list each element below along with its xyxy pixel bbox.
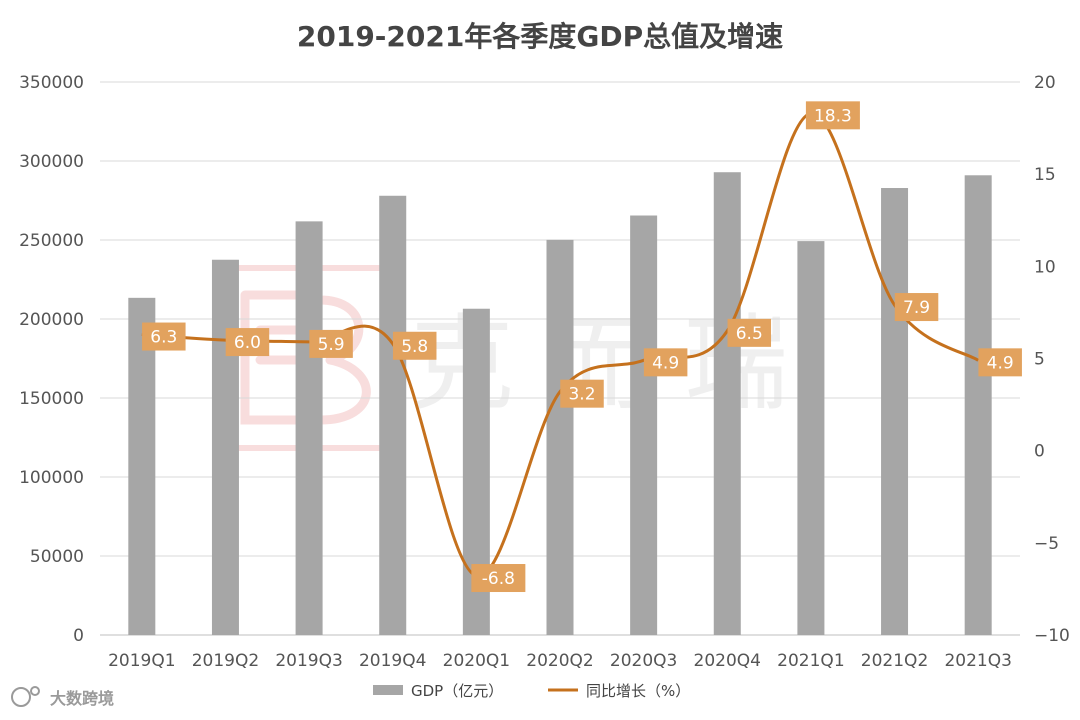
y-left-tick-label: 200000 [19,310,84,330]
data-label: 4.9 [652,353,679,373]
y-right-tick-label: 5 [1034,350,1045,370]
brand-text: 大数跨境 [50,689,114,708]
bar-series [128,172,992,636]
data-label-box [978,348,1022,377]
growth-line [141,111,980,578]
chart-title: 2019-2021年各季度GDP总值及增速 [297,20,783,53]
data-label-box [643,348,688,377]
data-label: 6.0 [234,333,261,353]
bar [881,188,909,635]
y-left-tick-label: 50000 [30,547,84,567]
brand-logo-icon [11,687,31,707]
data-label-box [471,564,526,593]
bar [630,215,658,635]
data-label: 6.3 [150,328,177,348]
x-tick-label: 2019Q1 [108,651,175,671]
legend: GDP（亿元） 同比增长（%） [373,682,690,700]
bar [964,175,992,635]
axes: 0 50000 100000 150000 200000 250000 300000 3500… [19,73,1070,671]
data-label: 6.5 [736,324,763,344]
bar [379,195,407,635]
bar [713,172,741,635]
data-label: 5.8 [401,337,428,357]
legend-label-gdp: GDP（亿元） [411,682,503,700]
data-label-box [309,329,353,358]
x-tick-label: 2019Q2 [192,651,259,671]
bar [546,239,574,636]
y-right-tick-label: 10 [1034,257,1056,277]
y-left-tick-label: 250000 [19,231,84,251]
data-labels: 6.3 6.0 5.9 5.8 -6.8 3.2 4.9 6.5 18.3 7.9 4.9 [142,101,1022,593]
legend-label-growth: 同比增长（%） [586,682,690,700]
legend-swatch-gdp [373,685,403,695]
data-label: 4.9 [987,353,1014,373]
x-tick-label: 2021Q1 [777,651,844,671]
y-right-tick-label: 20 [1034,73,1056,93]
y-left-tick-label: 0 [73,626,84,646]
x-tick-label: 2019Q4 [359,651,426,671]
watermark-seal-glyph [240,290,371,425]
data-label-box [225,328,270,357]
x-tick-label: 2019Q3 [275,651,342,671]
x-tick-label: 2020Q1 [443,651,510,671]
data-label-box [142,322,186,351]
x-tick-label: 2021Q2 [861,651,928,671]
data-label-box [727,318,772,347]
y-right-tick-label: 15 [1034,165,1056,185]
x-tick-label: 2020Q4 [694,651,761,671]
y-left-tick-label: 350000 [19,73,84,93]
data-label-box [805,101,860,130]
y-right-tick-label: 0 [1034,442,1045,462]
bar [128,297,156,635]
y-right-tick-label: −5 [1034,534,1059,554]
y-left-tick-label: 300000 [19,152,84,172]
x-tick-label: 2020Q2 [526,651,593,671]
data-label-box [560,379,604,408]
x-tick-label: 2020Q3 [610,651,677,671]
data-label: -6.8 [482,569,515,589]
data-label-box [392,331,437,360]
brand-logo-icon-dot [30,686,40,696]
y-right-tick-label: −10 [1034,626,1070,646]
bar [295,221,323,635]
data-label: 3.2 [568,385,595,405]
brand-footer: 大数跨境 [11,686,114,708]
data-label: 18.3 [814,106,852,126]
y-left-tick-label: 150000 [19,389,84,409]
bar [211,259,239,635]
line-series [141,111,980,578]
data-label-box [894,293,939,322]
y-left-tick-label: 100000 [19,468,84,488]
bar [797,241,825,635]
data-label: 5.9 [318,335,345,355]
x-tick-label: 2021Q3 [944,651,1011,671]
data-label: 7.9 [903,298,930,318]
